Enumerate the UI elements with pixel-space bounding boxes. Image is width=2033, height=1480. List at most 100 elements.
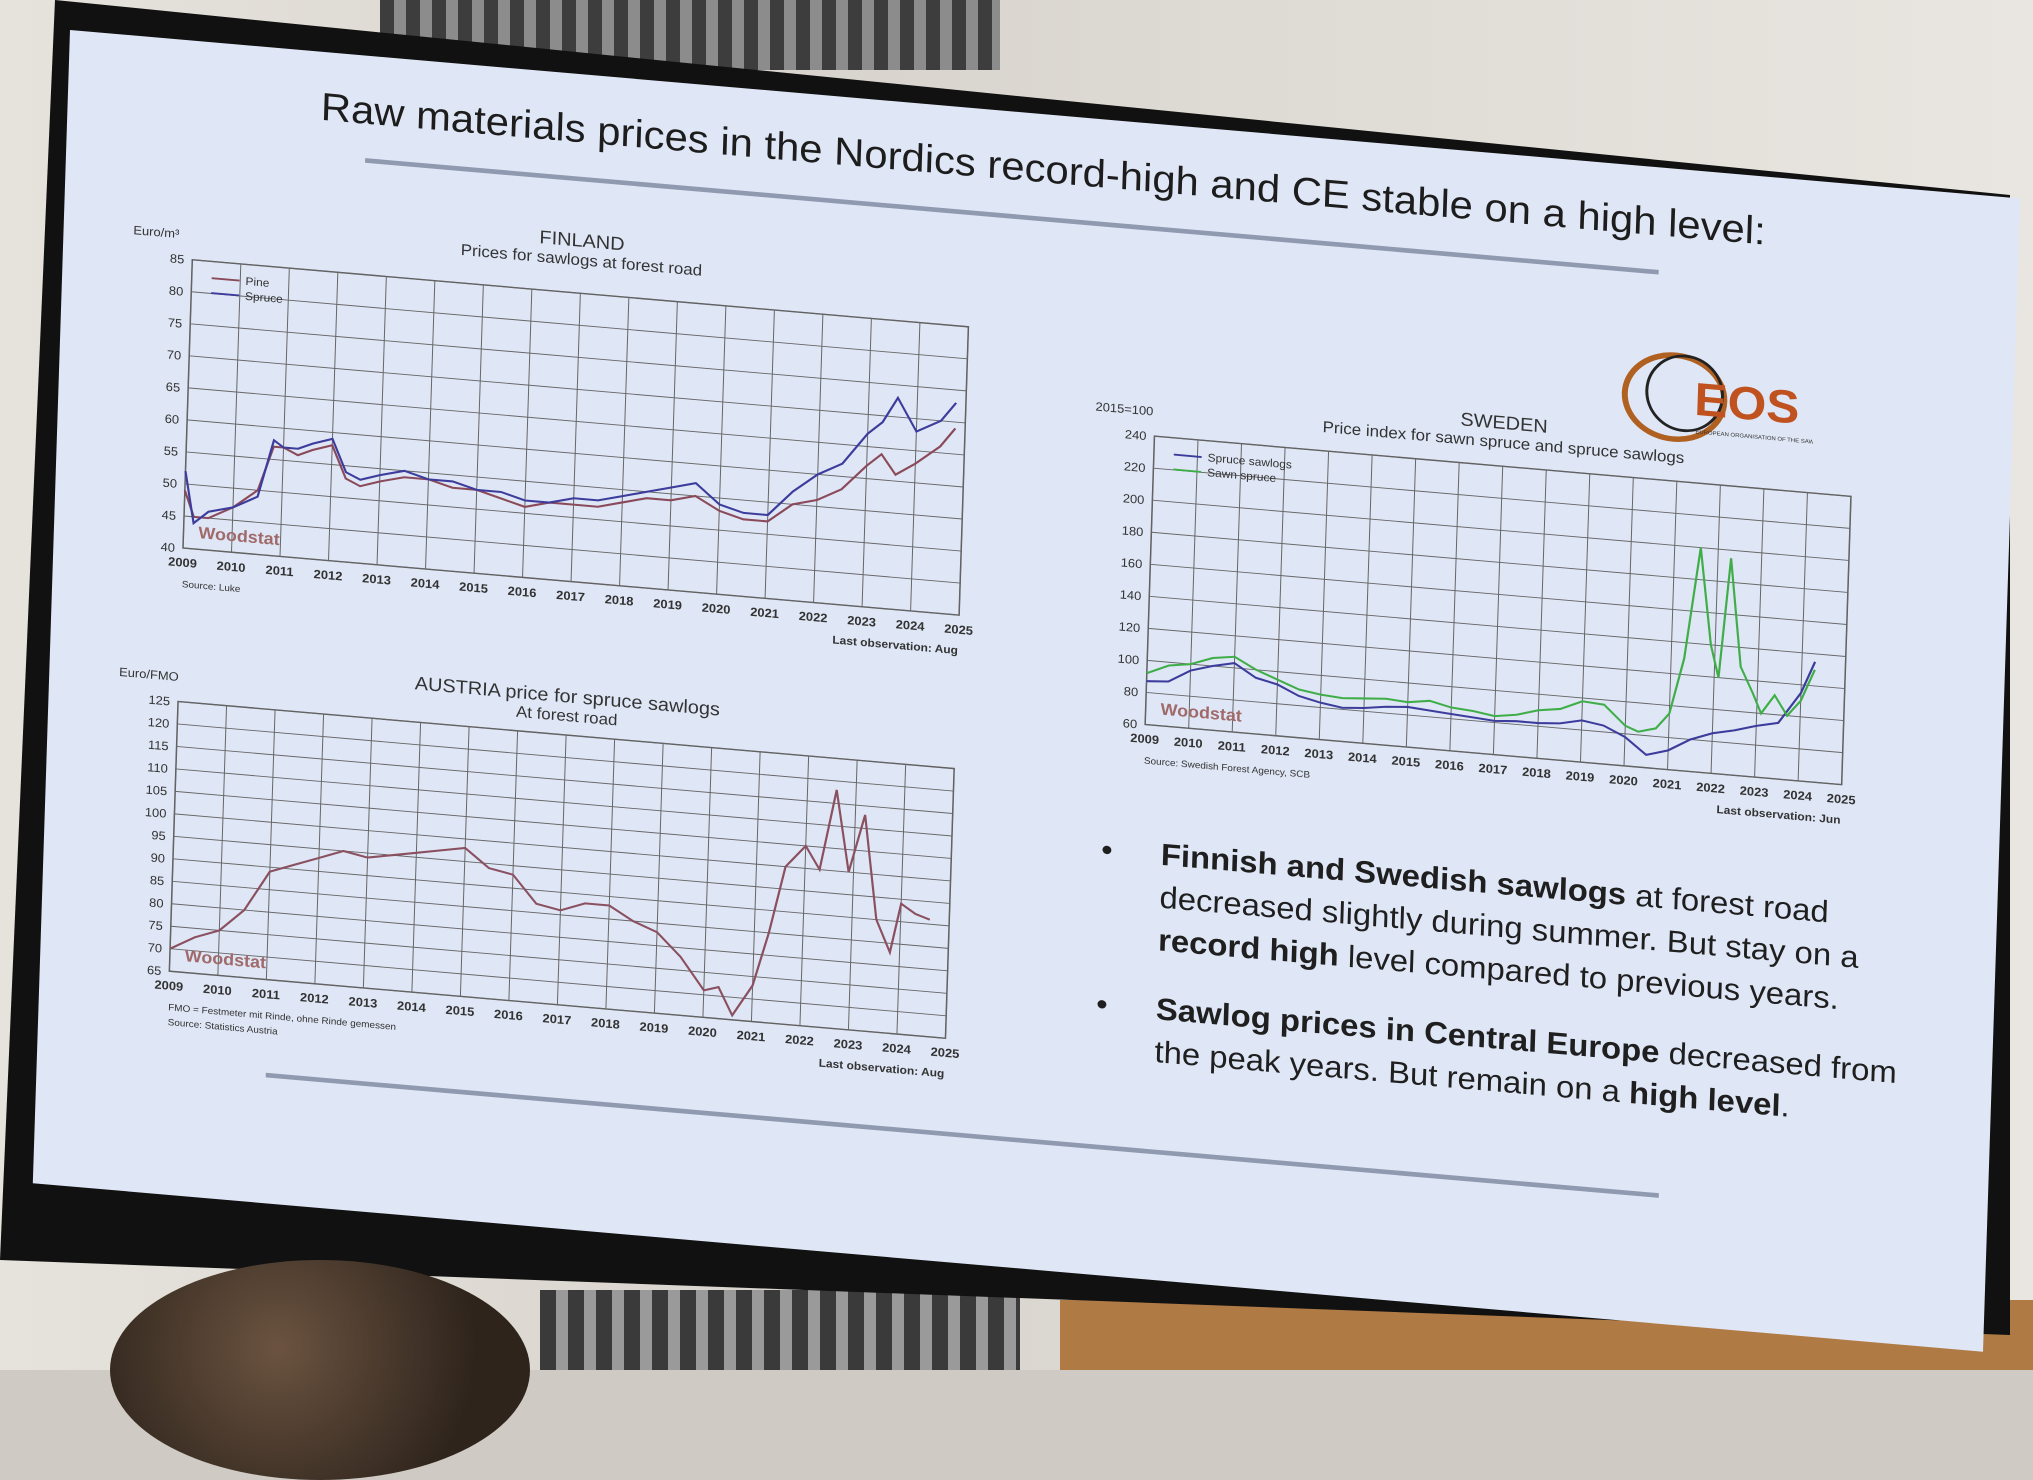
- sweden-legend-swatch-0: [1173, 453, 1202, 458]
- sweden-ytick-1: 80: [1124, 685, 1139, 700]
- sweden-legend-label-1: Sawn spruce: [1207, 467, 1276, 485]
- finland-legend-swatch-1: [211, 292, 240, 297]
- austria-vgrid-9: [605, 739, 616, 1009]
- finland-vgrid-12: [764, 309, 775, 599]
- eos-logo: EOS EUROPEAN ORGANISATION OF THE SAWMILL…: [1621, 352, 1816, 450]
- finland-watermark: Woodstat: [198, 523, 280, 549]
- sweden-xtick-11: 2020: [1609, 773, 1638, 789]
- sweden-ytick-9: 240: [1125, 428, 1147, 443]
- finland-vgrid-6: [473, 284, 484, 574]
- finland-vgrid-10: [667, 301, 678, 590]
- finland-ytick-1: 45: [161, 508, 176, 523]
- finland-series-1-line: [184, 395, 958, 526]
- finland-xtick-11: 2020: [701, 601, 730, 617]
- finland-vgrid-1: [231, 263, 242, 553]
- sweden-source: Source: Swedish Forest Agency, SCB: [1144, 756, 1310, 781]
- austria-vgrid-15: [896, 764, 907, 1035]
- sweden-ytick-2: 100: [1117, 652, 1139, 667]
- sweden-xtick-12: 2021: [1652, 776, 1681, 792]
- austria-xtick-7: 2016: [494, 1007, 523, 1023]
- austria-ytick-4: 85: [150, 873, 165, 888]
- sweden-series-1-line: [1146, 547, 1816, 733]
- austria-vgrid-14: [847, 760, 858, 1030]
- sweden-ytick-3: 120: [1118, 620, 1140, 635]
- sweden-ytick-6: 180: [1122, 524, 1144, 539]
- austria-vgrid-7: [508, 730, 519, 1001]
- sweden-vgrid-16: [1841, 496, 1852, 785]
- sweden-ytick-7: 200: [1123, 492, 1145, 507]
- austria-vgrid-10: [653, 743, 664, 1014]
- austria-ytick-12: 125: [148, 693, 170, 708]
- sweden-vgrid-12: [1667, 481, 1678, 770]
- sweden-vgrid-13: [1710, 485, 1721, 774]
- finland-vgrid-7: [522, 289, 533, 578]
- finland-xtick-14: 2023: [847, 613, 876, 629]
- finland-ytick-9: 85: [170, 252, 185, 267]
- austria-xtick-11: 2020: [688, 1024, 717, 1040]
- austria-vgrid-11: [702, 747, 713, 1018]
- sweden-vgrid-9: [1536, 469, 1547, 759]
- austria-ytick-7: 100: [145, 805, 167, 820]
- sweden-xtick-9: 2018: [1522, 765, 1551, 781]
- finland-xtick-7: 2016: [507, 584, 536, 600]
- finland-series-0-line: [183, 427, 957, 523]
- austria-watermark: Woodstat: [185, 946, 267, 972]
- austria-xtick-9: 2018: [591, 1016, 620, 1032]
- austria-xtick-4: 2013: [348, 995, 377, 1011]
- sweden-vgrid-0: [1144, 436, 1155, 725]
- sweden-chart-panel: SWEDEN Price index for sawn spruce and sp…: [1073, 374, 1883, 871]
- austria-vgrid-12: [750, 751, 761, 1022]
- finland-ytick-2: 50: [162, 476, 177, 491]
- austria-vgrid-16: [944, 768, 955, 1039]
- finland-vgrid-4: [376, 276, 387, 565]
- sweden-xtick-10: 2019: [1565, 769, 1594, 785]
- audience-head: [110, 1260, 530, 1480]
- finland-xtick-12: 2021: [750, 605, 779, 621]
- sweden-ytick-0: 60: [1123, 717, 1138, 732]
- finland-source: Source: Luke: [182, 579, 241, 595]
- austria-ytick-8: 105: [145, 783, 167, 798]
- austria-series-0-line: [169, 789, 931, 1018]
- austria-xtick-15: 2024: [882, 1041, 911, 1057]
- austria-ytick-9: 110: [147, 760, 168, 775]
- austria-vgrid-2: [265, 709, 276, 980]
- finland-vgrid-9: [619, 297, 630, 586]
- sweden-xtick-4: 2013: [1304, 746, 1333, 762]
- sweden-xtick-6: 2015: [1391, 754, 1420, 770]
- austria-xtick-12: 2021: [736, 1028, 765, 1044]
- finland-ylabel: Euro/m³: [133, 224, 179, 241]
- austria-xtick-0: 2009: [154, 978, 183, 994]
- sweden-vgrid-14: [1754, 488, 1765, 778]
- slide: Raw materials prices in the Nordics reco…: [32, 30, 2021, 1352]
- austria-vgrid-4: [362, 718, 373, 988]
- finland-xtick-0: 2009: [168, 555, 197, 571]
- sweden-vgrid-8: [1492, 466, 1504, 755]
- sweden-last-observation: Last observation: Jun: [1716, 804, 1840, 826]
- austria-chart-panel: AUSTRIA price for spruce sawlogs At fores…: [97, 644, 986, 1120]
- austria-xtick-14: 2023: [833, 1037, 862, 1053]
- finland-xtick-15: 2024: [896, 618, 925, 634]
- window-blind-bottom: [540, 1290, 1020, 1370]
- sweden-xtick-0: 2009: [1130, 731, 1159, 747]
- sweden-vgrid-4: [1318, 451, 1330, 740]
- finland-xtick-5: 2014: [410, 576, 439, 592]
- finland-ytick-8: 80: [169, 284, 184, 299]
- finland-vgrid-13: [813, 314, 824, 603]
- sweden-watermark: Woodstat: [1160, 699, 1242, 725]
- sweden-xtick-16: 2025: [1827, 791, 1856, 807]
- sweden-xtick-15: 2024: [1783, 788, 1812, 804]
- austria-xtick-3: 2012: [300, 991, 329, 1007]
- finland-legend-label-1: Spruce: [245, 291, 283, 306]
- finland-xtick-9: 2018: [604, 593, 633, 609]
- bullet-list: Finnish and Swedish sawlogs at forest ro…: [1093, 828, 1917, 1164]
- austria-ylabel: Euro/FMO: [119, 665, 179, 684]
- bullet-2-text-b: .: [1780, 1088, 1791, 1124]
- austria-xtick-1: 2010: [203, 982, 232, 998]
- bullet-2-bold-b: high level: [1628, 1075, 1782, 1123]
- finland-hgrid-9: [192, 259, 969, 328]
- sweden-vgrid-1: [1188, 439, 1199, 729]
- sweden-vgrid-3: [1275, 447, 1286, 736]
- austria-ytick-11: 120: [148, 715, 170, 730]
